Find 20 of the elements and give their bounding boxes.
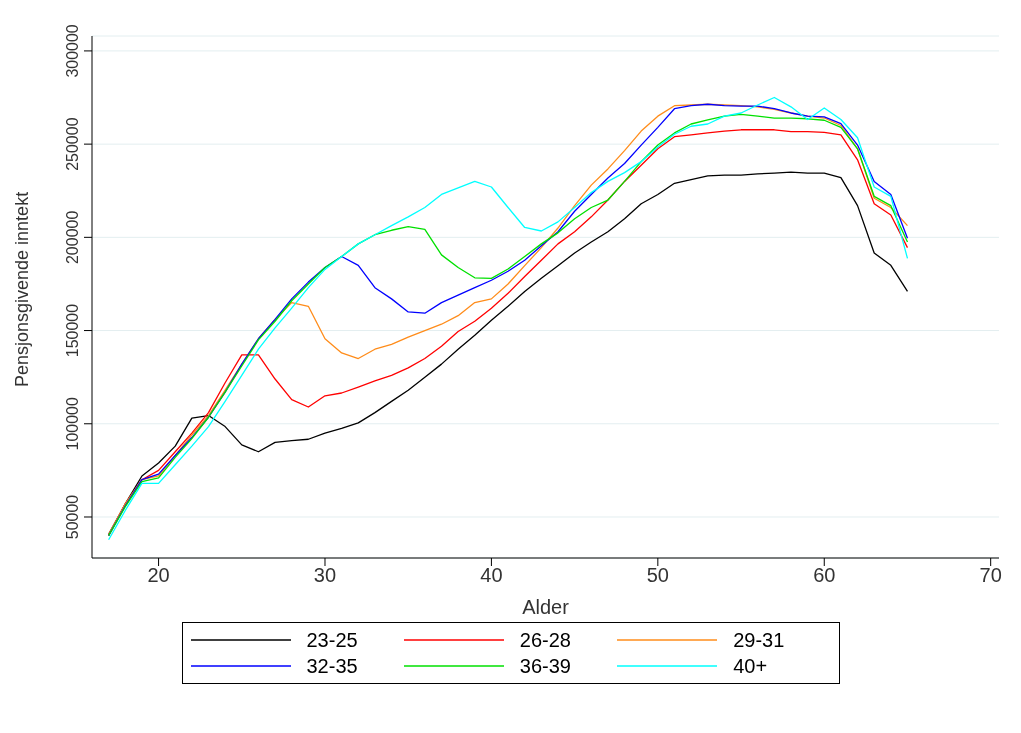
y-axis-title: Pensjonsgivende inntekt <box>12 191 33 387</box>
y-tick-label: 300000 <box>64 24 81 78</box>
x-tick-label: 30 <box>313 564 337 587</box>
legend-label: 29-31 <box>733 628 785 652</box>
legend-label: 32-35 <box>306 654 358 678</box>
x-tick-label: 20 <box>147 564 170 587</box>
y-tick-label: 250000 <box>64 117 81 171</box>
y-tick-label: 200000 <box>64 210 81 265</box>
x-axis-title: Alder <box>522 596 570 618</box>
legend-label: 26-28 <box>519 628 571 652</box>
legend-label: 40+ <box>733 654 768 678</box>
x-tick-label: 50 <box>646 564 669 587</box>
x-tick-label: 70 <box>979 564 1002 587</box>
y-tick-label: 50000 <box>64 494 81 540</box>
legend-label: 23-25 <box>306 628 358 652</box>
x-tick-label: 60 <box>813 564 836 587</box>
x-tick-label: 40 <box>480 564 503 587</box>
legend-label: 36-39 <box>519 654 571 678</box>
y-tick-label: 150000 <box>64 303 81 358</box>
y-tick-label: 100000 <box>64 396 81 451</box>
